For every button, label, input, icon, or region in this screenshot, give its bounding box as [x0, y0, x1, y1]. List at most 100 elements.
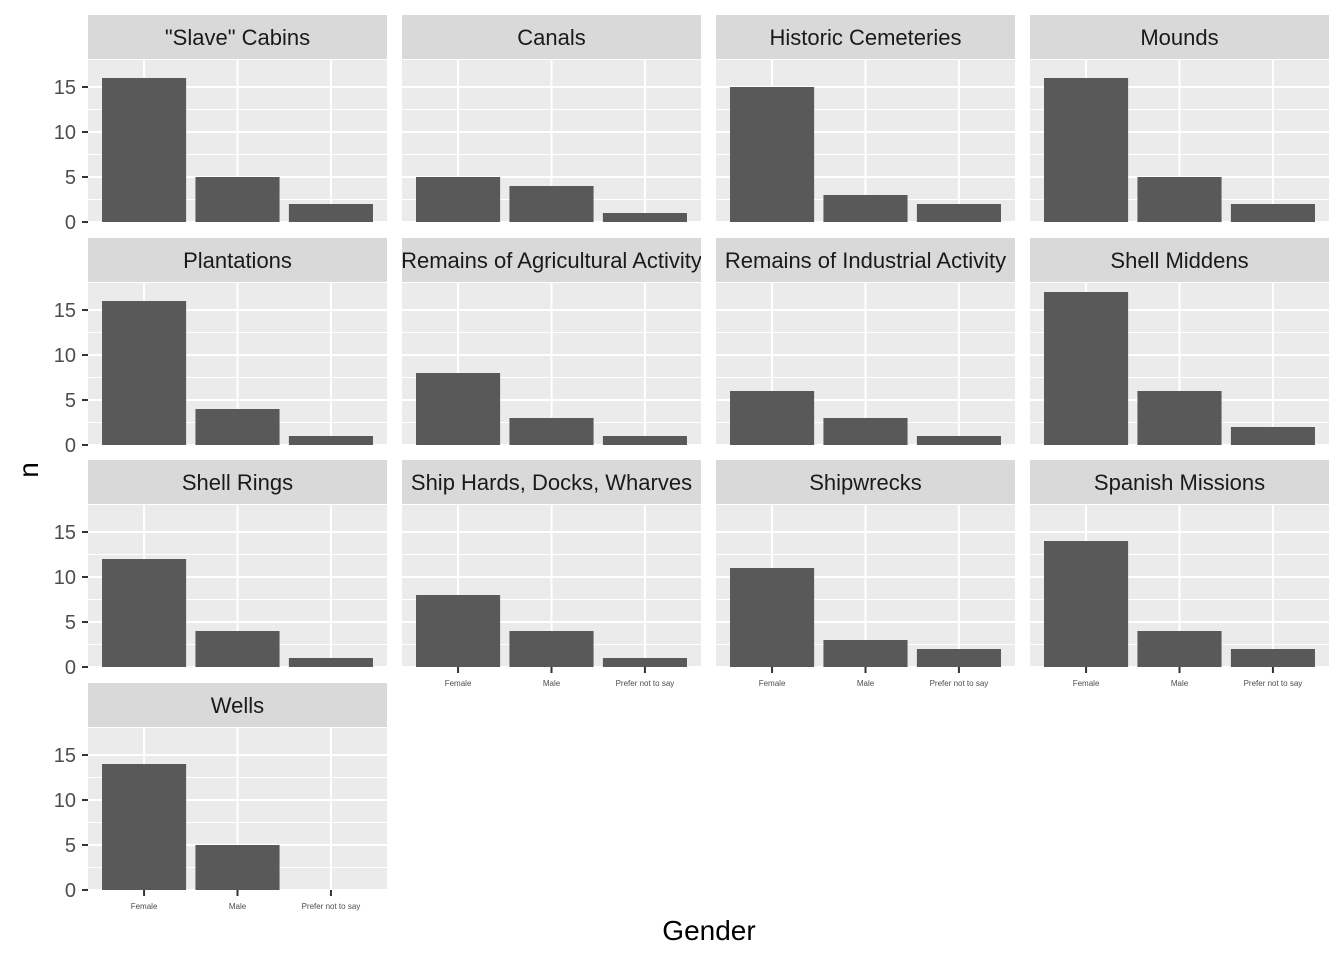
bar-prefer-not-to-say: [916, 204, 1001, 222]
facet-panels: "Slave" Cabins 0 5 10 15 Canals Historic Cemet…: [54, 15, 1329, 911]
bar-female: [416, 373, 501, 445]
y-tick-label: 10: [54, 122, 76, 144]
facet-strip-label: Shell Rings: [182, 470, 293, 495]
y-tick-label: 15: [54, 300, 76, 322]
bar-prefer-not-to-say: [1230, 427, 1315, 445]
y-tick-label: 5: [65, 612, 76, 634]
y-tick-label: 5: [65, 167, 76, 189]
facet-strip: [716, 15, 1015, 59]
bar-female: [102, 764, 187, 890]
bar-male: [823, 195, 908, 222]
facet-panel-shell-middens: Shell Middens: [1030, 238, 1329, 446]
facet-strip-label: "Slave" Cabins: [165, 25, 310, 50]
bar-female: [730, 87, 815, 222]
x-tick-label: Prefer not to say: [616, 679, 675, 688]
facet-strip: [402, 238, 701, 282]
facet-panel-slave-cabins: "Slave" Cabins 0 5 10 15: [54, 15, 387, 234]
bar-male: [195, 631, 280, 667]
facet-strip: [716, 238, 1015, 282]
y-tick-label: 15: [54, 522, 76, 544]
bar-prefer-not-to-say: [288, 658, 373, 667]
y-tick-label: 0: [65, 657, 76, 679]
y-tick-label: 0: [65, 880, 76, 902]
facet-strip: [88, 460, 387, 504]
y-tick-label: 0: [65, 435, 76, 457]
y-tick-label: 5: [65, 390, 76, 412]
y-tick-label: 15: [54, 745, 76, 767]
bar-prefer-not-to-say: [288, 436, 373, 445]
y-tick-label: 10: [54, 345, 76, 367]
facet-strip-label: Shipwrecks: [809, 470, 921, 495]
bar-female: [730, 568, 815, 667]
bar-prefer-not-to-say: [602, 658, 687, 667]
bar-female: [416, 177, 501, 222]
y-tick-label: 10: [54, 790, 76, 812]
y-axis-title: n: [13, 462, 44, 478]
facet-strip-label: Canals: [517, 25, 585, 50]
bar-male: [1137, 631, 1222, 667]
x-tick-label: Female: [445, 679, 472, 688]
bar-male: [1137, 391, 1222, 445]
bar-male: [823, 418, 908, 445]
y-tick-label: 15: [54, 77, 76, 99]
facet-strip-label: Ship Hards, Docks, Wharves: [411, 470, 692, 495]
x-tick-label: Female: [1073, 679, 1100, 688]
facet-strip: [88, 683, 387, 727]
x-tick-label: Female: [131, 902, 158, 911]
facet-panel-plantations: Plantations 0 5 10 15: [54, 238, 387, 457]
facet-panel-shell-rings: Shell Rings 0 5 10 15: [54, 460, 387, 679]
facet-strip-label: Remains of Industrial Activity: [725, 248, 1006, 273]
x-tick-label: Prefer not to say: [302, 902, 361, 911]
facet-strip: [716, 460, 1015, 504]
bar-prefer-not-to-say: [916, 649, 1001, 667]
facet-strip-label: Mounds: [1140, 25, 1218, 50]
facet-strip-label: Spanish Missions: [1094, 470, 1265, 495]
bar-male: [509, 186, 594, 222]
bar-male: [823, 640, 908, 667]
x-tick-label: Female: [759, 679, 786, 688]
bar-male: [195, 845, 280, 890]
facet-panel-mounds: Mounds: [1030, 15, 1329, 223]
bar-female: [1044, 541, 1129, 667]
facet-panel-remains-of-industrial-activity: Remains of Industrial Activity: [716, 238, 1015, 446]
facet-panel-remains-of-agricultural-activity: Remains of Agricultural Activity: [401, 238, 702, 446]
y-tick-label: 0: [65, 212, 76, 234]
facet-panel-wells: Wells 0 5 10 15 Female Male Prefer not to say: [54, 683, 387, 911]
bar-prefer-not-to-say: [1230, 649, 1315, 667]
y-tick-label: 5: [65, 835, 76, 857]
bar-prefer-not-to-say: [916, 436, 1001, 445]
bar-male: [1137, 177, 1222, 222]
x-tick-label: Male: [1171, 679, 1189, 688]
bar-prefer-not-to-say: [1230, 204, 1315, 222]
facet-panel-shipwrecks: Shipwrecks Female Male Prefer not to say: [716, 460, 1015, 688]
x-tick-label: Male: [543, 679, 561, 688]
bar-male: [509, 631, 594, 667]
x-axis-title: Gender: [662, 915, 755, 946]
facet-strip-label: Plantations: [183, 248, 292, 273]
facet-strip: [1030, 238, 1329, 282]
bar-female: [1044, 292, 1129, 445]
bar-prefer-not-to-say: [602, 213, 687, 222]
facet-strip: [88, 15, 387, 59]
bar-female: [102, 559, 187, 667]
facet-strip: [402, 15, 701, 59]
y-tick-label: 10: [54, 567, 76, 589]
bar-female: [1044, 78, 1129, 222]
bar-female: [102, 301, 187, 445]
bar-male: [195, 409, 280, 445]
facet-strip: [1030, 460, 1329, 504]
x-tick-label: Male: [857, 679, 875, 688]
facet-panel-canals: Canals: [402, 15, 701, 223]
facet-strip-label: Shell Middens: [1110, 248, 1248, 273]
bar-female: [730, 391, 815, 445]
x-tick-label: Male: [229, 902, 247, 911]
facet-strip-label: Wells: [211, 693, 264, 718]
facet-strip: [402, 460, 701, 504]
bar-male: [195, 177, 280, 222]
x-tick-label: Prefer not to say: [1244, 679, 1303, 688]
bar-female: [416, 595, 501, 667]
facet-strip-label: Historic Cemeteries: [770, 25, 962, 50]
bar-prefer-not-to-say: [602, 436, 687, 445]
facet-strip-label: Remains of Agricultural Activity: [401, 248, 702, 273]
